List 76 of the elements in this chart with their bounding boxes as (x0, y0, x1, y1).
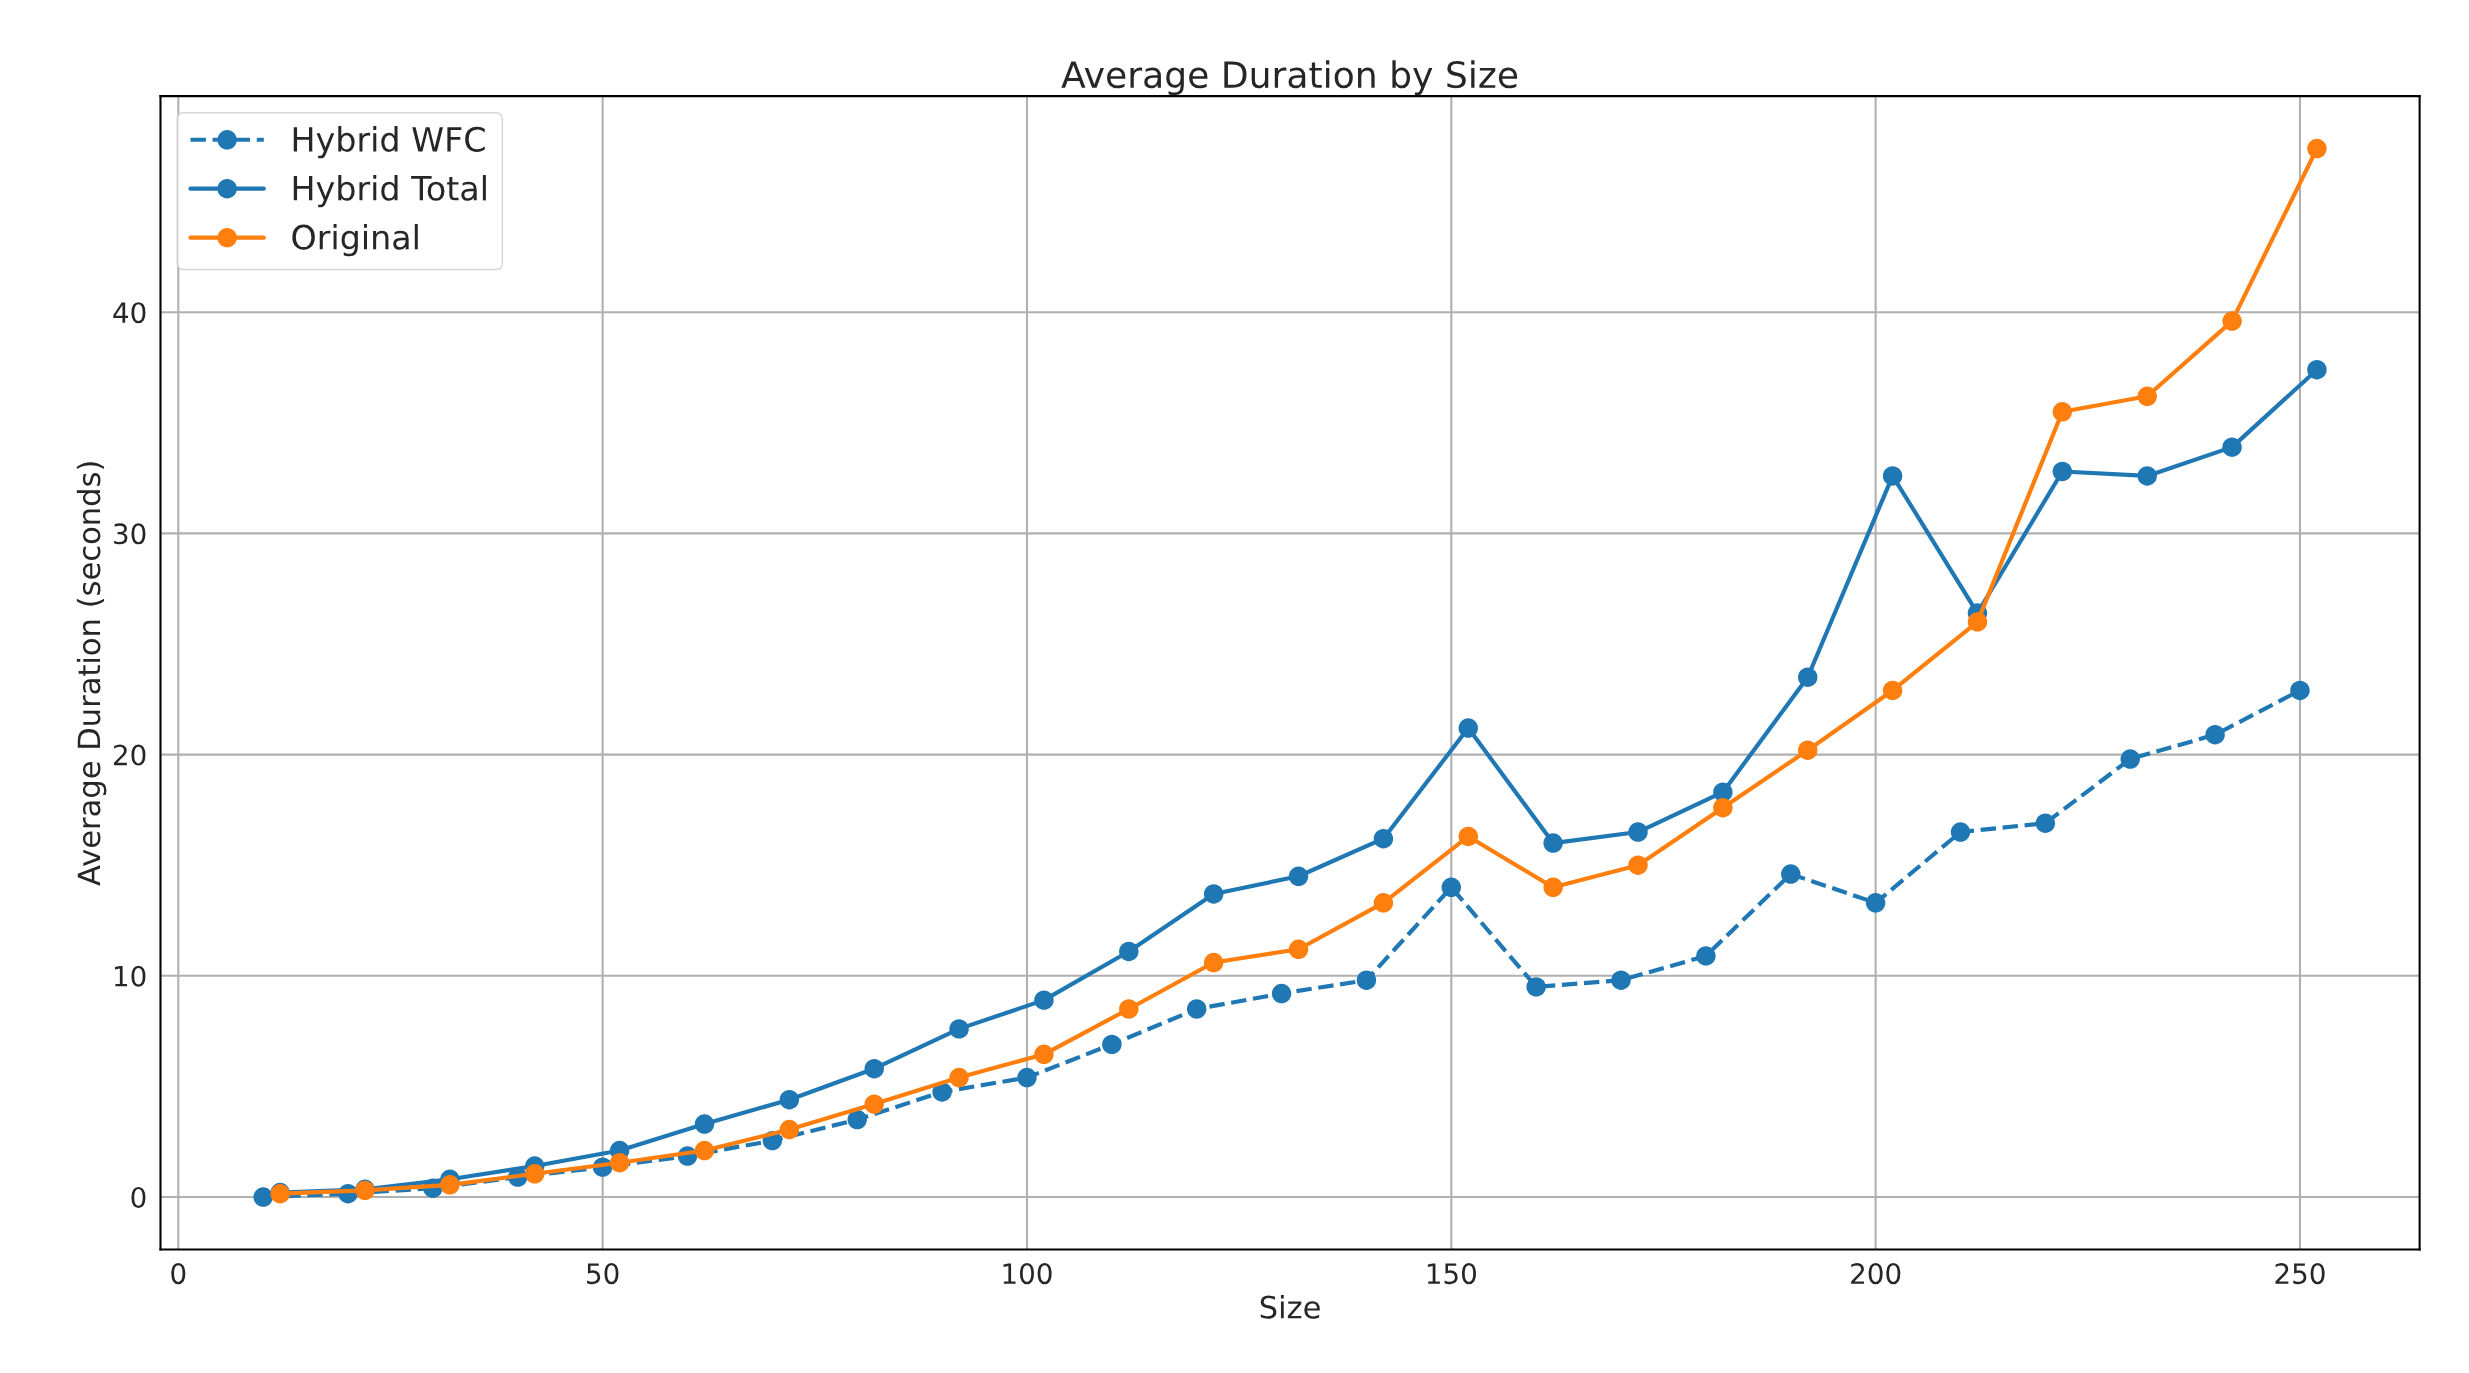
point (2120, 749, 2140, 769)
point (2205, 724, 2225, 745)
point (1526, 977, 1546, 997)
point (1967, 612, 1988, 632)
point (779, 1119, 800, 1140)
point (949, 1019, 969, 1039)
point (1628, 855, 1648, 875)
point (1458, 718, 1478, 738)
point (1950, 822, 1971, 842)
y-tick-label: 30 (114, 523, 146, 545)
x-tick-label: 50 (587, 1263, 619, 1285)
point (525, 1164, 545, 1184)
point (1798, 740, 1818, 760)
point (1543, 833, 1563, 853)
y-tick-label: 0 (131, 1186, 146, 1208)
point (847, 1109, 867, 1130)
point (2222, 311, 2242, 331)
point (1373, 828, 1394, 849)
point (609, 1153, 630, 1173)
point (1288, 939, 1309, 959)
point (1781, 864, 1801, 884)
point (2290, 680, 2310, 701)
point (1373, 893, 1394, 913)
point (949, 1067, 969, 1088)
point (1119, 999, 1139, 1019)
point (1713, 797, 1733, 818)
y-tick-label: 10 (114, 965, 146, 987)
point (1882, 680, 1903, 701)
x-tick-label: 250 (2275, 1263, 2325, 1285)
legend-label: Hybrid WFC (293, 126, 485, 159)
legend-label: Original (292, 223, 418, 257)
point (1441, 877, 1462, 898)
point (440, 1175, 460, 1195)
chart-title: Average Duration by Size (1061, 60, 1518, 96)
y-tick-label: 40 (113, 302, 146, 324)
point (1543, 877, 1563, 898)
point (1034, 990, 1054, 1010)
point (2035, 813, 2056, 833)
point (1271, 983, 1292, 1004)
point (1865, 893, 1886, 913)
x-tick-label: 0 (171, 1263, 186, 1285)
x-tick-label: 150 (1427, 1263, 1476, 1285)
point (1611, 970, 1631, 990)
y-axis-title: Average Duration (seconds) (76, 462, 107, 886)
point (1102, 1034, 1122, 1055)
point (1203, 884, 1224, 904)
point (1119, 941, 1139, 962)
y-tick-label: 20 (113, 744, 146, 766)
point (694, 1140, 715, 1161)
point (253, 1187, 273, 1207)
point (1882, 466, 1903, 486)
point (1798, 667, 1818, 687)
point (2052, 461, 2073, 482)
point (1696, 946, 1716, 966)
point (2052, 402, 2073, 422)
point (2307, 360, 2327, 380)
point (694, 1114, 715, 1134)
point (1288, 866, 1309, 886)
point (1628, 822, 1648, 842)
point (779, 1089, 800, 1110)
point (864, 1058, 884, 1079)
legend-label: Hybrid Total (293, 175, 486, 208)
x-axis-title: Size (1260, 1295, 1320, 1319)
point (2222, 437, 2242, 457)
point (2307, 138, 2327, 159)
point (2137, 466, 2157, 486)
point (864, 1094, 884, 1114)
point (1186, 999, 1207, 1019)
point (1356, 970, 1377, 990)
point (1458, 826, 1478, 847)
x-tick-label: 100 (1003, 1263, 1052, 1285)
point (1034, 1044, 1054, 1065)
x-tick-label: 200 (1851, 1263, 1901, 1285)
point (2137, 386, 2157, 406)
point (1203, 952, 1224, 973)
point (1017, 1067, 1037, 1088)
